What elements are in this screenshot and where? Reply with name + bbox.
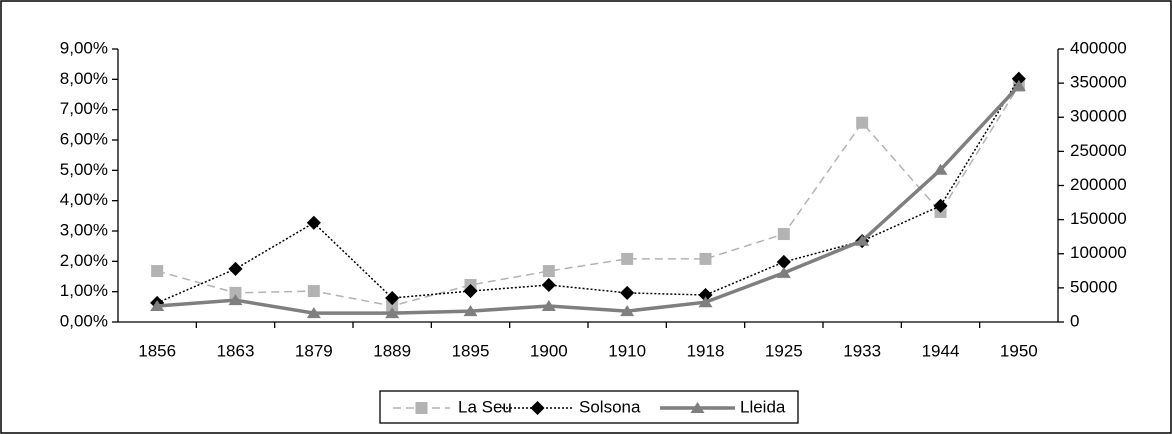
x-tick-label: 1879	[295, 341, 333, 360]
y-tick-label: 5,00%	[60, 160, 108, 179]
marker	[228, 261, 243, 276]
marker	[306, 307, 321, 319]
marker	[541, 277, 556, 293]
marker	[150, 299, 165, 311]
marker	[933, 198, 948, 213]
y-tick-label: 9,00%	[60, 38, 108, 57]
marker	[228, 294, 243, 306]
marker	[307, 285, 320, 298]
marker	[698, 296, 713, 308]
y-tick-label: 8,00%	[60, 69, 108, 88]
marker	[541, 299, 556, 311]
legend-marker	[530, 400, 545, 416]
marker	[776, 266, 791, 278]
x-tick-label: 1944	[922, 341, 960, 360]
y2-tick-label: 250000	[1070, 141, 1127, 160]
x-tick-label: 1925	[765, 341, 803, 360]
marker	[933, 163, 948, 175]
y2-tick-label: 400000	[1070, 38, 1127, 57]
series-line	[156, 78, 1020, 304]
marker	[621, 252, 634, 265]
y-tick-label: 3,00%	[60, 220, 108, 239]
y-tick-label: 4,00%	[60, 190, 108, 209]
y2-tick-label: 350000	[1070, 73, 1127, 92]
x-tick-label: 1933	[843, 341, 881, 360]
legend-label: Solsona	[579, 397, 641, 416]
y-tick-label: 2,00%	[60, 251, 108, 270]
legend-label: La Seu	[458, 397, 512, 416]
marker	[463, 283, 478, 299]
x-tick-label: 1910	[608, 341, 646, 360]
legend-marker	[690, 402, 705, 413]
marker	[386, 299, 399, 312]
y2-tick-label: 100000	[1070, 243, 1127, 262]
marker	[463, 305, 478, 317]
series-line	[156, 85, 1020, 307]
marker	[856, 116, 869, 129]
y-tick-label: 6,00%	[60, 129, 108, 148]
legend-item: Solsona	[502, 397, 641, 416]
marker	[306, 215, 321, 230]
y2-tick-label: 0	[1070, 311, 1079, 330]
y2-tick-label: 200000	[1070, 175, 1127, 194]
marker	[385, 307, 400, 319]
marker	[385, 290, 400, 306]
x-tick-label: 1889	[373, 341, 411, 360]
marker	[620, 285, 635, 300]
y2-tick-label: 50000	[1070, 277, 1117, 296]
marker	[699, 252, 712, 265]
marker	[777, 228, 790, 241]
y-tick-label: 1,00%	[60, 281, 108, 300]
marker	[855, 234, 870, 246]
x-tick-label: 1856	[138, 341, 176, 360]
legend-item: Lleida	[660, 397, 786, 416]
marker	[542, 265, 555, 278]
marker	[620, 305, 635, 317]
x-tick-label: 1950	[1000, 341, 1038, 360]
x-tick-label: 1900	[530, 341, 568, 360]
y-tick-label: 0,00%	[60, 311, 108, 330]
legend-marker	[415, 402, 428, 414]
legend-label: Lleida	[740, 397, 786, 416]
y2-tick-label: 300000	[1070, 107, 1127, 126]
x-tick-label: 1863	[217, 341, 255, 360]
series-line	[157, 84, 1021, 315]
x-tick-label: 1895	[452, 341, 490, 360]
marker	[1011, 79, 1026, 91]
marker	[151, 265, 164, 278]
legend-item: La Seu	[393, 397, 512, 416]
marker	[229, 286, 242, 299]
y-tick-label: 7,00%	[60, 99, 108, 118]
x-tick-label: 1918	[687, 341, 725, 360]
y2-tick-label: 150000	[1070, 209, 1127, 228]
